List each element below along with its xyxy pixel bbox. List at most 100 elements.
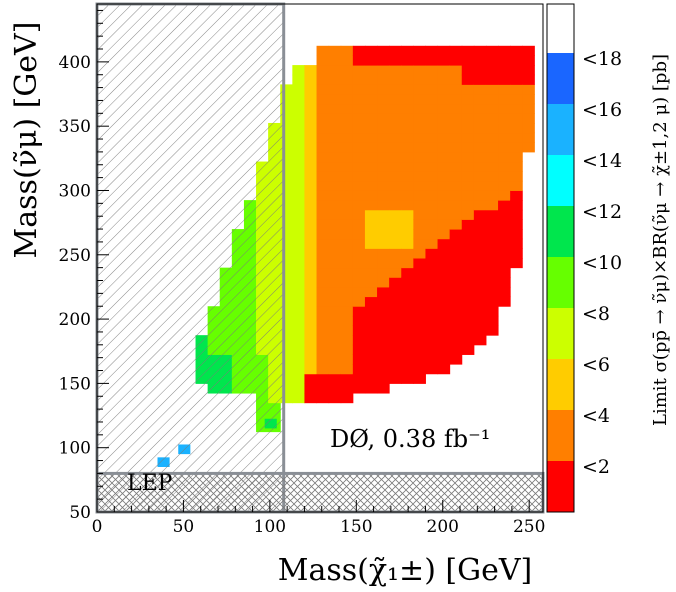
- heatmap-cell-330: [340, 113, 354, 124]
- heatmap-cell-240: [316, 267, 330, 278]
- heatmap-cell-452: [389, 315, 402, 327]
- heatmap-cell-411: [377, 373, 390, 384]
- heatmap-cell-730: [485, 180, 499, 191]
- heatmap-cell-694: [473, 238, 487, 249]
- heatmap-cell-737: [485, 113, 499, 124]
- heatmap-cell-394: [364, 190, 378, 201]
- excluded-region-hatched-left: [97, 4, 284, 512]
- heatmap-cell-731: [485, 171, 499, 182]
- heatmap-cell-792: [510, 65, 523, 76]
- heatmap-cell-227: [316, 393, 330, 404]
- heatmap-cell-757: [498, 180, 511, 191]
- heatmap-cell-142: [280, 219, 293, 230]
- heatmap-cell-711: [473, 74, 487, 85]
- heatmap-cell-611: [437, 113, 451, 124]
- heatmap-cell-397: [364, 161, 378, 172]
- heatmap-cell-377: [364, 354, 378, 365]
- heatmap-cell-468: [389, 161, 402, 172]
- heatmap-cell-592: [437, 296, 451, 307]
- heatmap-cell-632: [449, 229, 463, 240]
- heatmap-cell-523: [413, 306, 426, 317]
- heatmap-cell-424: [377, 248, 390, 259]
- heatmap-cell-651: [449, 45, 463, 56]
- heatmap-cell-538: [413, 161, 426, 172]
- heatmap-cell-323: [340, 180, 354, 191]
- heatmap-cell-359: [352, 180, 366, 191]
- heatmap-cell-317: [340, 238, 354, 249]
- heatmap-cell-644: [449, 113, 463, 124]
- heatmap-cell-495: [401, 238, 414, 249]
- heatmap-cell-676: [461, 113, 475, 124]
- heatmap-cell-233: [316, 335, 330, 346]
- heatmap-cell-176: [292, 209, 305, 220]
- heatmap-cell-268: [328, 354, 342, 365]
- heatmap-cell-707: [473, 113, 487, 124]
- heatmap-cell-619: [449, 354, 463, 365]
- heatmap-cell-685: [473, 325, 487, 336]
- heatmap-cell-168: [292, 286, 305, 298]
- heatmap-cell-380: [364, 325, 378, 336]
- heatmap-cell-270: [328, 335, 342, 346]
- heatmap-cell-697: [473, 209, 487, 220]
- heatmap-cell-499: [401, 200, 414, 211]
- heatmap-cell-179: [292, 180, 305, 191]
- heatmap-cell-128: [280, 354, 293, 365]
- heatmap-cell-420: [377, 286, 390, 298]
- heatmap-cell-791: [510, 74, 523, 85]
- heatmap-cell-434: [377, 151, 390, 163]
- colorbar-label-3: <8: [582, 303, 610, 325]
- heatmap-cell-475: [389, 94, 402, 105]
- heatmap-cell-692: [473, 258, 487, 269]
- heatmap-cell-511: [401, 84, 414, 95]
- heatmap-cell-300: [328, 45, 342, 56]
- heatmap-cell-264: [328, 393, 342, 404]
- heatmap-cell-369: [352, 84, 366, 95]
- heatmap-cell-503: [401, 161, 414, 172]
- heatmap-cell-244: [316, 229, 330, 240]
- heatmap-cell-286: [328, 180, 342, 191]
- heatmap-cell-652: [461, 344, 475, 355]
- heatmap-cell-580: [425, 84, 439, 95]
- heatmap-cell-373: [352, 45, 366, 56]
- heatmap-cell-532: [413, 219, 426, 230]
- heatmap-cell-635: [449, 200, 463, 211]
- heatmap-cell-138: [280, 258, 293, 269]
- heatmap-cell-774: [510, 238, 523, 249]
- heatmap-cell-337: [340, 45, 354, 56]
- heatmap-cell-514: [401, 55, 414, 66]
- heatmap-cell-484: [401, 344, 414, 355]
- heatmap-cell-487: [401, 315, 414, 327]
- heatmap-cell-794: [510, 45, 523, 56]
- heatmap-cell-390: [364, 229, 378, 240]
- heatmap-cell-609: [437, 132, 451, 143]
- heatmap-cell-378: [364, 344, 378, 355]
- heatmap-cell-622: [449, 325, 463, 336]
- heatmap-cell-529: [413, 248, 426, 259]
- heatmap-cell-302: [340, 383, 354, 394]
- colorbar-swatch-5: [547, 206, 574, 257]
- heatmap-cell-535: [413, 190, 426, 201]
- heatmap-cell-177: [292, 200, 305, 211]
- heatmap-cell-761: [498, 142, 511, 153]
- heatmap-cell-555: [425, 325, 439, 336]
- heatmap-cell-428: [377, 209, 390, 220]
- heatmap-cell-667: [461, 200, 475, 211]
- heatmap-cell-140: [280, 238, 293, 249]
- heatmap-cell-150: [280, 142, 293, 153]
- heatmap-cell-585: [437, 364, 451, 375]
- heatmap-cell-698: [473, 200, 487, 211]
- heatmap-cell-528: [413, 258, 426, 269]
- heatmap-cell-568: [425, 200, 439, 211]
- heatmap-cell-243: [316, 238, 330, 249]
- heatmap-cell-781: [510, 171, 523, 182]
- heatmap-cell-494: [401, 248, 414, 259]
- heatmap-cell-773: [510, 248, 523, 259]
- heatmap-cell-417: [377, 315, 390, 327]
- heatmap-cell-803: [522, 65, 535, 76]
- heatmap-cell-287: [328, 171, 342, 182]
- heatmap-cell-478: [389, 65, 402, 76]
- heatmap-cell-281: [328, 229, 342, 240]
- heatmap-cell-178: [292, 190, 305, 201]
- heatmap-cell-615: [437, 74, 451, 85]
- heatmap-cell-802: [522, 74, 535, 85]
